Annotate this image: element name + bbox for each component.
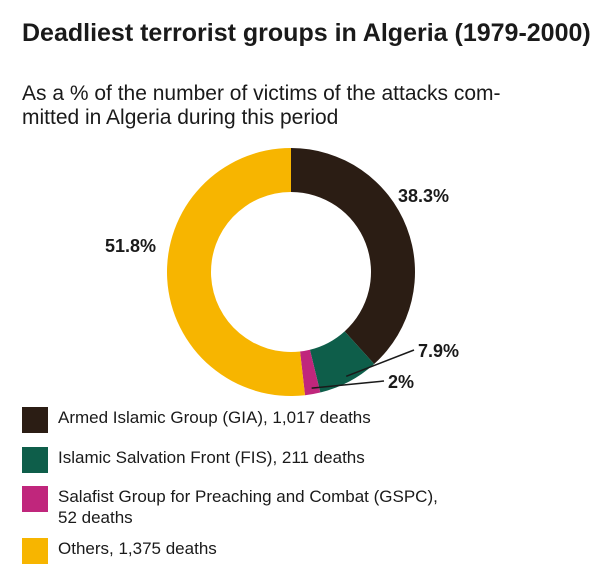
slice-label-1: 7.9% — [418, 341, 459, 361]
donut-slice-2 — [300, 349, 321, 396]
chart-subtitle: As a % of the number of victims of the a… — [22, 82, 501, 129]
legend-swatch — [22, 447, 48, 473]
donut-slice-3 — [166, 148, 305, 396]
legend-swatch — [22, 538, 48, 564]
slice-label-2: 2% — [388, 372, 414, 392]
legend-swatch — [22, 407, 48, 433]
donut-slice-0 — [291, 148, 415, 364]
legend-label: Islamic Salvation Front (FIS), 211 death… — [58, 448, 365, 467]
legend-swatch — [22, 486, 48, 512]
legend-item: Armed Islamic Group (GIA), 1,017 deaths — [22, 407, 598, 433]
slice-label-3: 51.8% — [105, 236, 156, 256]
legend-item: Others, 1,375 deaths — [22, 538, 598, 564]
leader-line-1 — [345, 349, 415, 377]
legend-item: Salafist Group for Preaching and Combat … — [22, 486, 598, 528]
legend-item: Islamic Salvation Front (FIS), 211 death… — [22, 447, 598, 473]
legend-label: Armed Islamic Group (GIA), 1,017 deaths — [58, 408, 371, 427]
legend-label: Salafist Group for Preaching and Combat … — [58, 487, 438, 527]
legend-label: Others, 1,375 deaths — [58, 539, 217, 558]
donut-slice-1 — [309, 331, 375, 393]
chart-title: Deadliest terrorist groups in Algeria (1… — [22, 19, 591, 47]
leader-line-2 — [311, 380, 385, 389]
slice-label-0: 38.3% — [398, 186, 449, 206]
